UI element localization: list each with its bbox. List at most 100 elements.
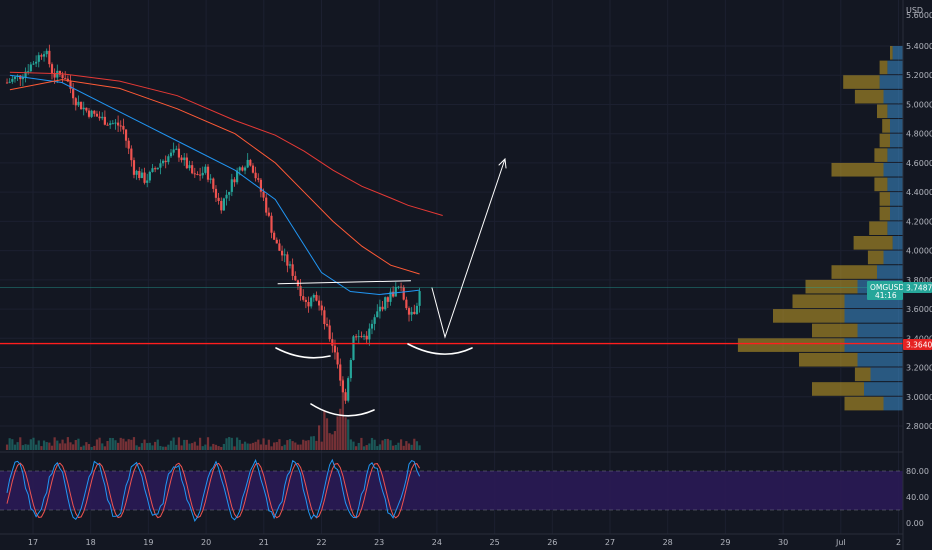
volume-bar [397,442,400,450]
volume-bar [304,440,307,450]
volume-bar [362,446,366,450]
candle-body [328,325,331,340]
candle-body [418,291,421,306]
candle-body [386,297,389,302]
volume-bar [53,437,56,450]
volume-bar [360,437,363,450]
volume-bar [280,446,284,450]
candle-body [230,179,233,192]
candle-body [32,63,35,65]
candle-body [325,324,329,326]
candle-body [156,167,159,170]
volume-bar [48,442,51,450]
volume-bar [156,439,159,450]
volume-bar [267,439,270,450]
volume-bar [320,441,323,450]
candle-body [273,232,276,240]
candle-body [130,148,133,161]
volume-profile-down-bar [831,265,877,279]
volume-bar [37,440,40,450]
volume-bar [399,439,403,450]
volume-bar [220,446,223,450]
volume-bar [381,440,384,450]
candle-body [220,201,223,211]
volume-bar [127,439,130,450]
volume-bar [357,442,360,450]
volume-bar [243,441,247,450]
time-axis[interactable]: 17 18 19 20 21 22 23 24 25 26 27 28 29 30 Jul 2 [28,538,901,547]
volume-bar [19,437,22,450]
volume-profile-up-bar [877,265,903,279]
volume-bar [66,437,69,450]
volume-bar [407,443,411,450]
volume-bar [77,438,80,450]
volume-bar [249,443,252,450]
time-tick-label: 24 [432,538,442,547]
candle-body [109,123,112,125]
currency-label: USD [906,6,923,15]
candle-body [389,291,392,302]
candle-body [98,116,101,119]
symbol-tag-countdown: 41:16 [875,291,897,300]
candle-body [69,81,72,89]
time-tick-label: 19 [143,538,153,547]
volume-bar [140,443,144,450]
candle-body [368,328,371,340]
candle-body [50,64,54,74]
volume-bar [58,443,62,450]
candle-body [101,116,104,119]
candle-body [283,254,286,256]
candle-body [154,168,157,170]
volume-profile-down-bar [812,382,864,396]
volume-bar [119,437,122,450]
price-axis[interactable]: 5.4000 5.2000 5.0000 4.8000 4.6000 4.4000 4.20… [906,42,932,431]
candle-body [103,116,106,125]
candle-body [117,122,120,126]
volume-profile-down-bar [854,89,884,104]
volume-bar [191,443,194,450]
candle-body [333,345,337,353]
volume-bar [29,439,32,450]
volume-bar [384,439,387,450]
candle-body [339,364,342,381]
candle-body [225,194,228,199]
volume-bar [13,444,17,450]
candle-body [291,264,294,276]
candle-body [275,239,278,244]
candle-body [37,55,40,62]
volume-bar [307,440,310,450]
volume-profile-up-bar [883,396,903,411]
volume-bar [159,445,162,450]
candle-body [360,336,363,338]
price-tick-label: 4.4000 [906,188,932,197]
volume-bar [132,437,136,450]
volume-bar [257,439,260,450]
price-tick-label: 3.8000 [906,276,932,285]
candle-body [140,172,144,178]
volume-bar [193,441,196,450]
candle-body [11,78,14,82]
volume-bar [138,446,141,450]
candle-body [161,160,165,164]
candle-body [370,323,374,329]
candle-body [72,88,75,99]
candle-body [323,310,326,325]
volume-bar [246,443,249,450]
candle-body [254,172,257,179]
candle-body [95,113,99,117]
volume-bar [317,425,321,450]
volume-bar [69,442,72,450]
volume-bar [146,443,149,450]
volume-bar [188,443,191,450]
pattern-annotations [275,157,507,417]
candle-body [317,300,321,306]
volume-bar [405,441,408,450]
candle-body [362,335,366,337]
candle-body [341,380,344,393]
resistance-line[interactable] [277,280,411,285]
candle-body [90,110,93,117]
candle-body [402,287,405,300]
candle-body [64,78,67,80]
time-tick-label: 28 [663,538,673,547]
